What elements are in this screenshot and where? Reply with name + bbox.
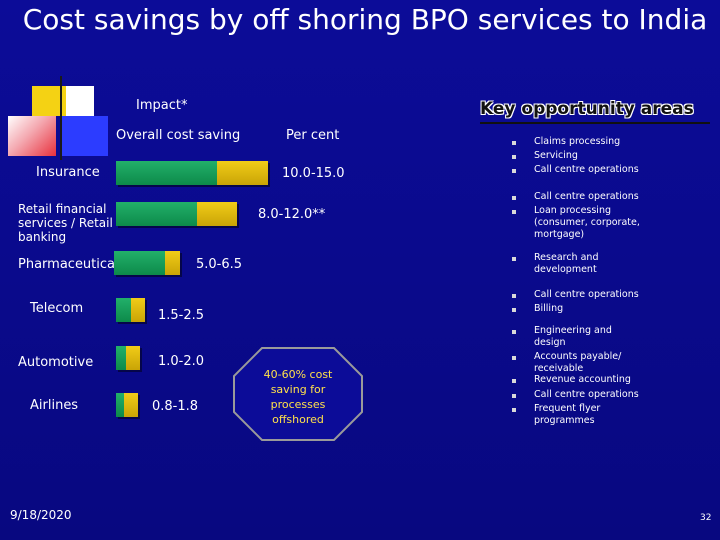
bar-automotive-low	[116, 346, 126, 370]
opportunities-heading: Key opportunity areas	[480, 99, 694, 119]
bar-retail-banking-low	[116, 202, 197, 226]
bar-airlines-low	[116, 393, 124, 417]
opportunity-item: Call centre operations	[534, 191, 639, 202]
opportunity-item: Servicing	[534, 150, 578, 161]
value-label-insurance: 10.0-15.0	[282, 166, 345, 181]
category-label-pharmaceuticals: Pharmaceuticals	[18, 257, 126, 272]
value-label-telecom: 1.5-2.5	[158, 308, 205, 323]
decorative-logo-graphic	[8, 76, 108, 160]
opportunity-item: Billing	[534, 303, 564, 314]
bullet-marker	[512, 257, 516, 261]
category-label-telecom: Telecom	[30, 301, 84, 316]
opportunity-item: Claims processing	[534, 136, 621, 147]
bullet-marker	[512, 408, 516, 412]
bar-pharmaceuticals	[114, 251, 180, 275]
bar-telecom-low	[116, 298, 131, 322]
opportunity-item: Call centre operations	[534, 389, 639, 400]
bullet-marker	[512, 330, 516, 334]
footer-date: 9/18/2020	[10, 508, 72, 522]
opportunity-item: Call centre operations	[534, 164, 639, 175]
chart-title: Impact*	[136, 98, 188, 113]
bar-retail-banking-range	[197, 202, 237, 226]
value-label-retail-banking: 8.0-12.0**	[258, 207, 326, 222]
bullet-marker	[512, 379, 516, 383]
opportunity-item: Research and development	[534, 252, 599, 275]
opportunity-item: Engineering and design	[534, 325, 612, 348]
opportunity-item: Accounts payable/ receivable	[534, 351, 622, 374]
bar-automotive	[116, 346, 140, 370]
bullet-marker	[512, 141, 516, 145]
bullet-marker	[512, 308, 516, 312]
bar-retail-banking	[116, 202, 237, 226]
bullet-marker	[512, 394, 516, 398]
bullet-marker	[512, 196, 516, 200]
value-label-airlines: 0.8-1.8	[152, 399, 199, 414]
value-column-header: Per cent	[286, 128, 340, 143]
category-column-header: Overall cost saving	[116, 128, 241, 143]
bullet-marker	[512, 210, 516, 214]
value-label-automotive: 1.0-2.0	[158, 354, 205, 369]
bar-insurance-low	[116, 161, 217, 185]
bullet-marker	[512, 155, 516, 159]
bar-pharmaceuticals-range	[165, 251, 180, 275]
category-label-airlines: Airlines	[30, 398, 79, 413]
bar-telecom	[116, 298, 145, 322]
page-number: 32	[700, 513, 712, 523]
slide-title: Cost savings by off shoring BPO services…	[22, 3, 708, 36]
category-label-automotive: Automotive	[18, 355, 94, 370]
callout-octagon	[233, 347, 363, 441]
bar-automotive-range	[126, 346, 140, 370]
bullet-marker	[512, 356, 516, 360]
bar-telecom-range	[131, 298, 145, 322]
opportunity-item: Call centre operations	[534, 289, 639, 300]
bar-pharmaceuticals-low	[114, 251, 165, 275]
callout-text: 40-60% cost saving for processes offshor…	[263, 368, 333, 426]
opportunity-item: Revenue accounting	[534, 374, 631, 385]
category-label-retail-banking: Retail financial services / Retail banki…	[18, 202, 113, 244]
opportunities-heading-underline	[480, 122, 710, 124]
bullet-marker	[512, 294, 516, 298]
bar-insurance-range	[217, 161, 268, 185]
category-label-insurance: Insurance	[36, 165, 100, 180]
bar-airlines	[116, 393, 138, 417]
opportunity-item: Loan processing (consumer, corporate, mo…	[534, 205, 640, 240]
bullet-marker	[512, 169, 516, 173]
opportunity-item: Frequent flyer programmes	[534, 403, 601, 426]
value-label-pharmaceuticals: 5.0-6.5	[196, 257, 243, 272]
bar-airlines-range	[124, 393, 138, 417]
bar-insurance	[116, 161, 268, 185]
